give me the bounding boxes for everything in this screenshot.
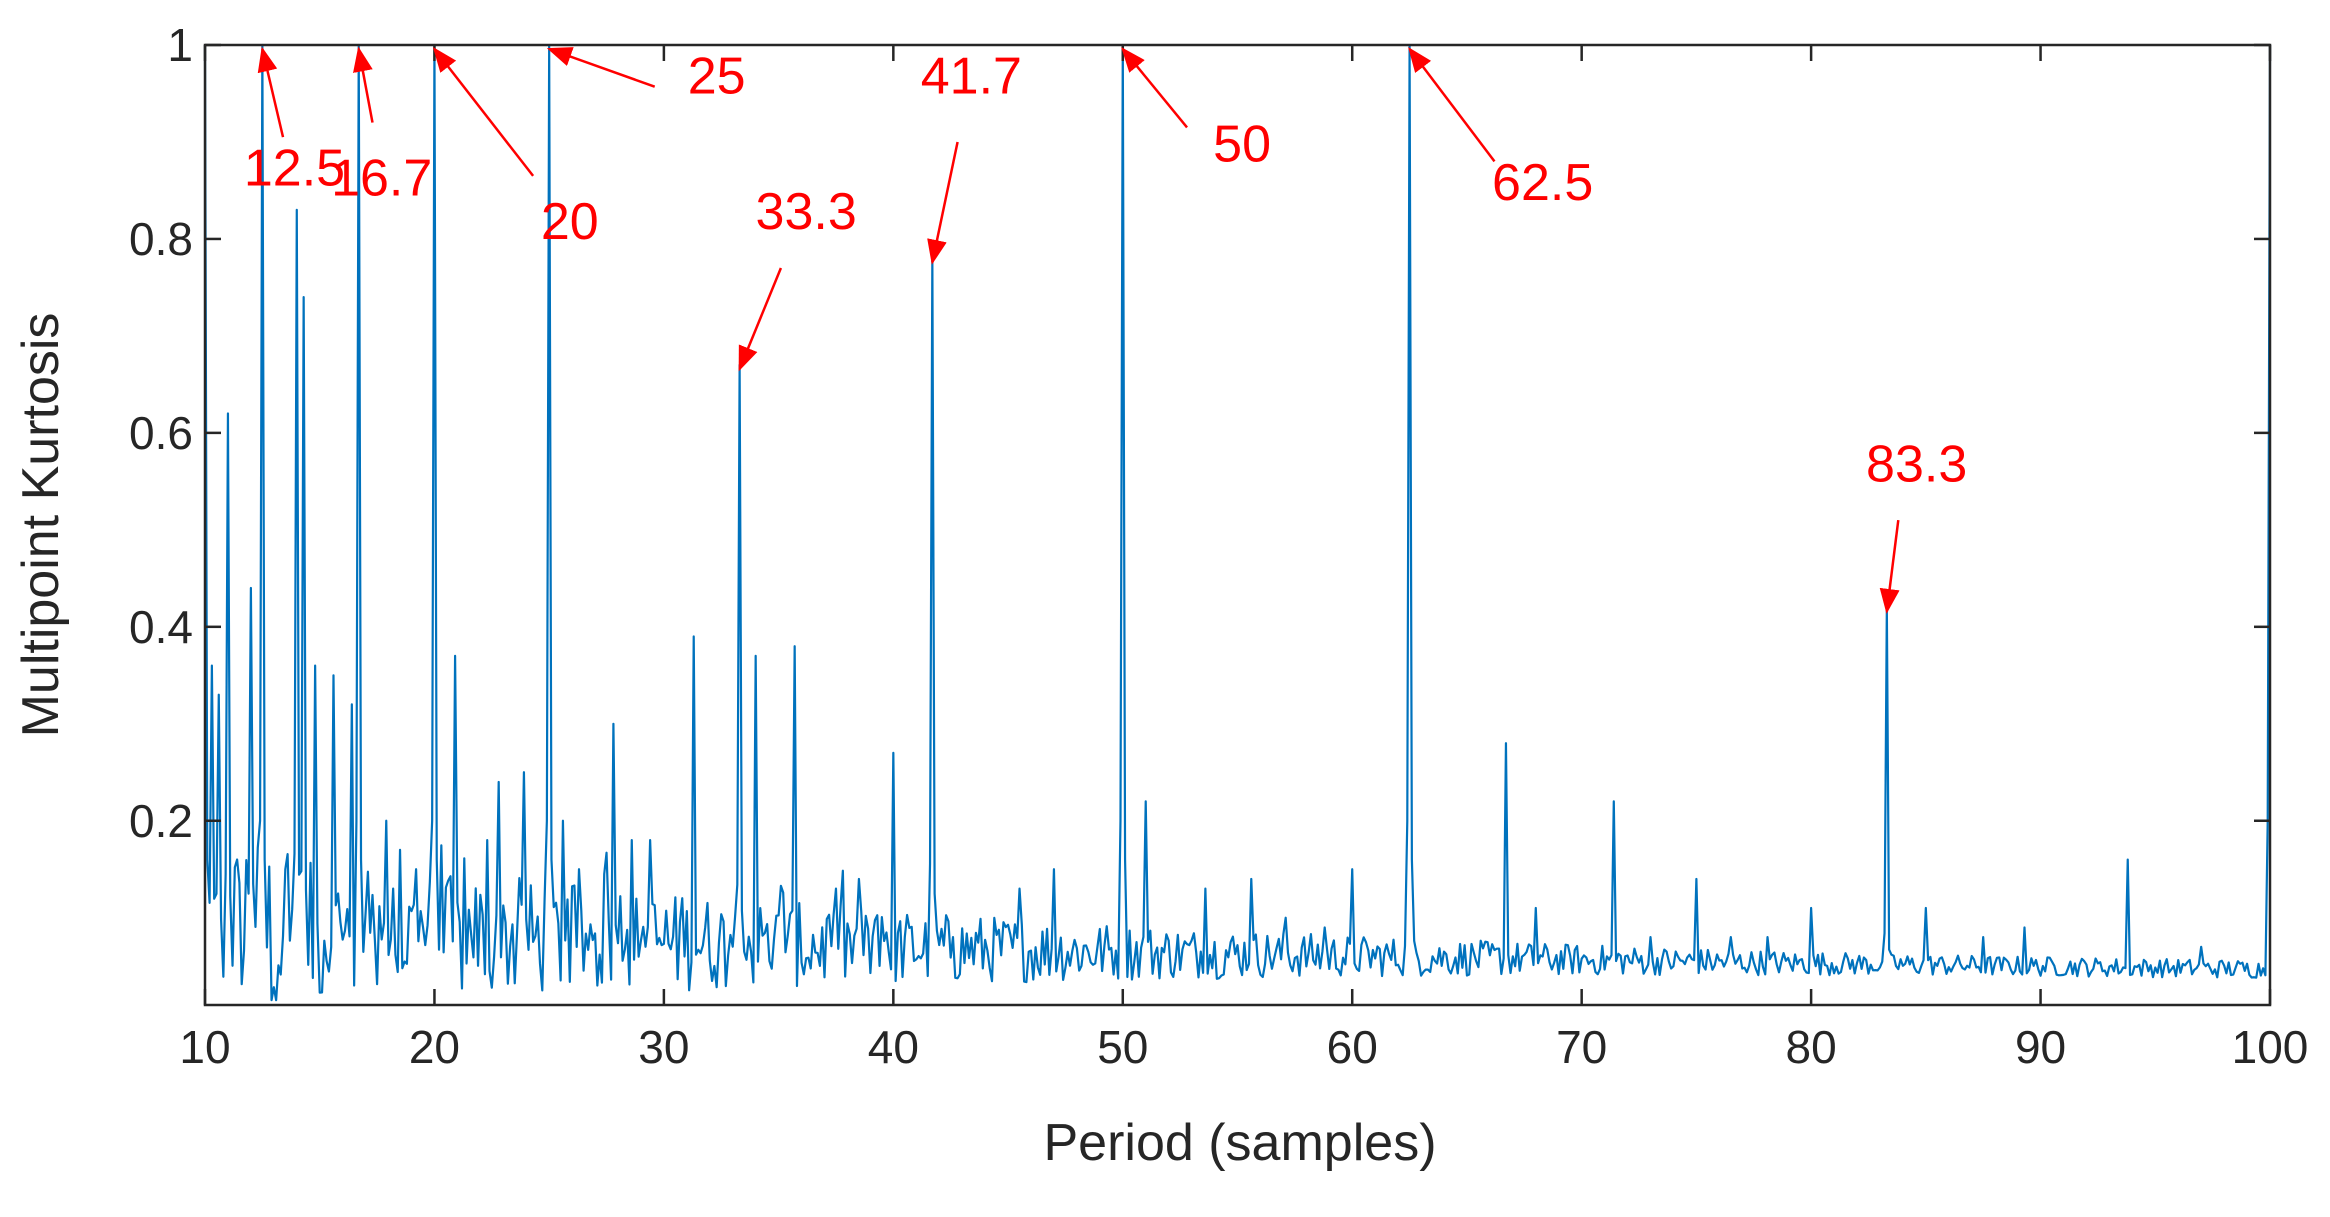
x-tick-label: 80 (1786, 1021, 1837, 1073)
annotation-label: 25 (688, 47, 746, 105)
x-tick-label: 60 (1327, 1021, 1378, 1073)
axes-layer: 10 20 30 40 50 60 70 80 90 100 0.2 0.4 0.6 0.8 1 (129, 19, 2308, 1073)
x-tick-label: 20 (409, 1021, 460, 1073)
y-tick-label: 0.2 (129, 795, 193, 847)
annotation-arrow (546, 47, 656, 88)
annotation-arrow (257, 46, 285, 138)
annotation-arrow (927, 141, 959, 265)
annotation-arrow (353, 46, 374, 123)
y-tick-label: 0.8 (129, 213, 193, 265)
annotation-label: 62.5 (1492, 154, 1593, 212)
x-tick-label: 10 (179, 1021, 230, 1073)
annotation-layer: 12.516.7 20 25 33.3 41.7 50 62.5 83.3 (244, 46, 1967, 614)
x-tick-label: 40 (868, 1021, 919, 1073)
y-tick-label: 0.4 (129, 601, 193, 653)
plot-frame (203, 43, 2272, 1007)
annotation-label: 20 (541, 193, 599, 251)
annotation-label: 12.5 (244, 140, 345, 198)
x-tick-label: 90 (2015, 1021, 2066, 1073)
y-tick-label: 1 (167, 19, 193, 71)
annotation-label: 41.7 (921, 47, 1022, 105)
x-tick-label: 100 (2232, 1021, 2309, 1073)
annotation-label: 16.7 (331, 149, 432, 207)
annotation-label: 33.3 (756, 183, 857, 241)
annotation-arrow (1408, 47, 1496, 163)
x-tick-label: 30 (638, 1021, 689, 1073)
y-tick-label: 0.6 (129, 407, 193, 459)
y-axis-title: Multipoint Kurtosis (12, 313, 70, 738)
x-axis-title: Period (samples) (1043, 1114, 1436, 1172)
annotation-arrow (432, 47, 535, 177)
annotation-label: 83.3 (1866, 435, 1967, 493)
annotation-label: 50 (1213, 115, 1271, 173)
x-tick-label: 70 (1556, 1021, 1607, 1073)
x-tick-label: 50 (1097, 1021, 1148, 1073)
annotation-arrow (1879, 519, 1900, 614)
annotation-arrow (738, 267, 783, 372)
annotation-arrow (1121, 47, 1188, 129)
